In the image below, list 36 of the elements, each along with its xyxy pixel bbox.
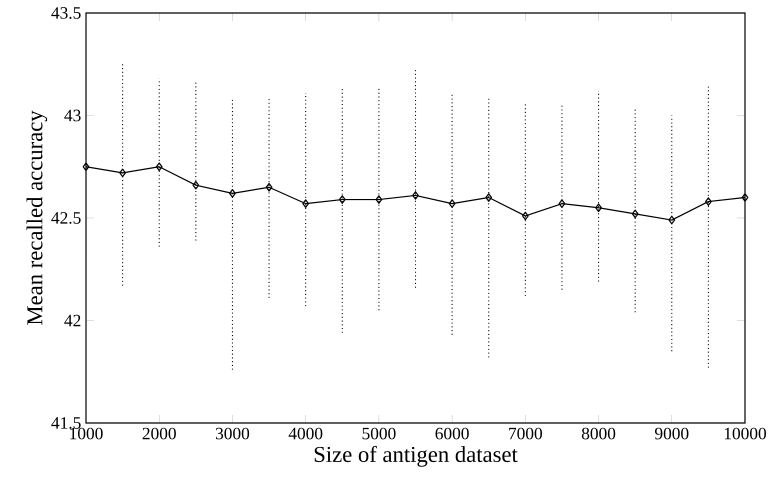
x-tick-label: 10000 (724, 428, 766, 440)
point (302, 199, 310, 208)
x-tick-label: 8000 (582, 428, 616, 440)
y-tick-label: 42.5 (51, 212, 81, 224)
x-tick-label: 4000 (288, 428, 322, 440)
point (742, 193, 748, 202)
point (412, 191, 419, 200)
point (338, 195, 346, 204)
point (448, 199, 456, 208)
x-tick-label: 5000 (362, 428, 396, 440)
x-axis-title: Size of antigen dataset (314, 446, 518, 467)
point (229, 189, 236, 198)
point (485, 193, 492, 202)
point (522, 212, 529, 220)
point (375, 195, 382, 204)
y-tick-label: 43.5 (51, 7, 81, 19)
x-tick-label: 6000 (436, 428, 469, 440)
y-tick-label: 43 (64, 110, 81, 122)
x-tick-label: 2000 (142, 428, 176, 440)
point (558, 199, 566, 208)
x-tick-label: 3000 (216, 428, 250, 440)
point (119, 168, 126, 178)
point (266, 182, 272, 192)
point (82, 162, 90, 172)
x-tick-label: 1000 (70, 428, 103, 440)
point (595, 203, 602, 212)
point (632, 210, 639, 218)
x-tick-label: 7000 (509, 428, 542, 440)
point (704, 197, 712, 206)
y-tick-label: 42 (64, 314, 80, 326)
x-tick-label: 9000 (655, 428, 688, 440)
point (156, 162, 163, 172)
y-axis-title: Mean recalled accuracy (26, 110, 48, 325)
point (192, 180, 200, 190)
y-tick-label: 41.5 (51, 417, 81, 429)
point (668, 216, 676, 224)
